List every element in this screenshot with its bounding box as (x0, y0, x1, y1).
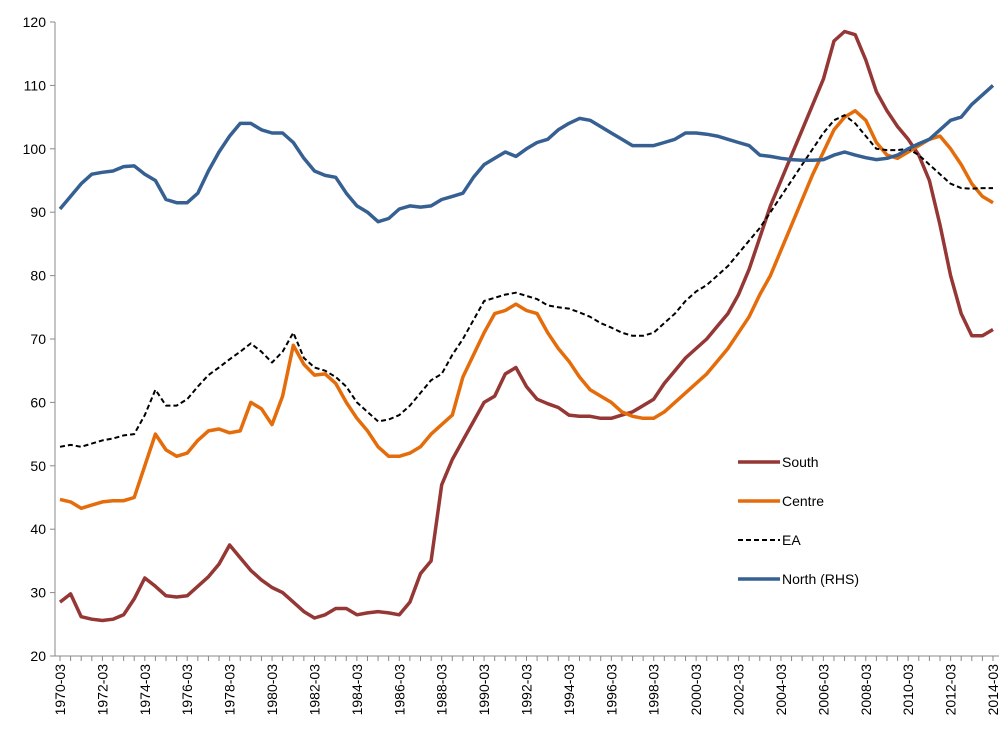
y-tick-label: 90 (30, 204, 46, 220)
x-tick-label: 2008-03 (858, 664, 874, 716)
x-tick-label: 1986-03 (391, 664, 407, 716)
x-tick-label: 1984-03 (349, 664, 365, 716)
y-tick-label: 40 (30, 521, 46, 537)
x-tick-label: 2012-03 (943, 664, 959, 716)
x-tick-label: 1972-03 (94, 664, 110, 716)
x-tick-label: 1982-03 (306, 664, 322, 716)
legend-label: EA (782, 532, 801, 548)
x-tick-label: 1992-03 (519, 664, 535, 716)
y-tick-label: 30 (30, 585, 46, 601)
y-tick-label: 110 (24, 77, 47, 93)
legend-label: North (RHS) (782, 571, 859, 587)
y-tick-label: 70 (30, 331, 46, 347)
x-tick-label: 1996-03 (603, 664, 619, 716)
y-tick-label: 50 (30, 458, 46, 474)
x-tick-label: 2000-03 (688, 664, 704, 716)
x-tick-label: 1990-03 (476, 664, 492, 716)
y-tick-label: 60 (30, 394, 46, 410)
legend-label: Centre (782, 493, 824, 509)
series-line (59, 114, 993, 448)
x-tick-label: 1976-03 (179, 664, 195, 716)
series-line (58, 84, 995, 224)
x-tick-label: 2002-03 (731, 664, 747, 716)
y-tick-label: 20 (30, 648, 46, 664)
x-tick-label: 1974-03 (137, 664, 153, 716)
x-tick-label: 1980-03 (264, 664, 280, 716)
x-tick-label: 2006-03 (815, 664, 831, 716)
x-tick-label: 1994-03 (561, 664, 577, 716)
legend-label: South (782, 454, 819, 470)
y-tick-label: 100 (23, 141, 47, 157)
x-tick-label: 1970-03 (52, 664, 68, 716)
x-tick-label: 1988-03 (434, 664, 450, 716)
x-tick-label: 2014-03 (985, 664, 1000, 716)
series-line (58, 29, 994, 623)
y-tick-label: 80 (30, 268, 46, 284)
x-tick-label: 1978-03 (222, 664, 238, 716)
y-tick-label: 120 (23, 14, 47, 30)
x-tick-label: 2010-03 (900, 664, 916, 716)
x-tick-label: 2004-03 (773, 664, 789, 716)
series-line (59, 109, 994, 511)
x-tick-label: 1998-03 (646, 664, 662, 716)
